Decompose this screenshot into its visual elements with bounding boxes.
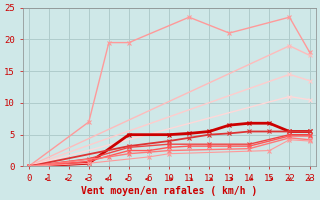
X-axis label: Vent moyen/en rafales ( km/h ): Vent moyen/en rafales ( km/h ) [81, 186, 257, 196]
